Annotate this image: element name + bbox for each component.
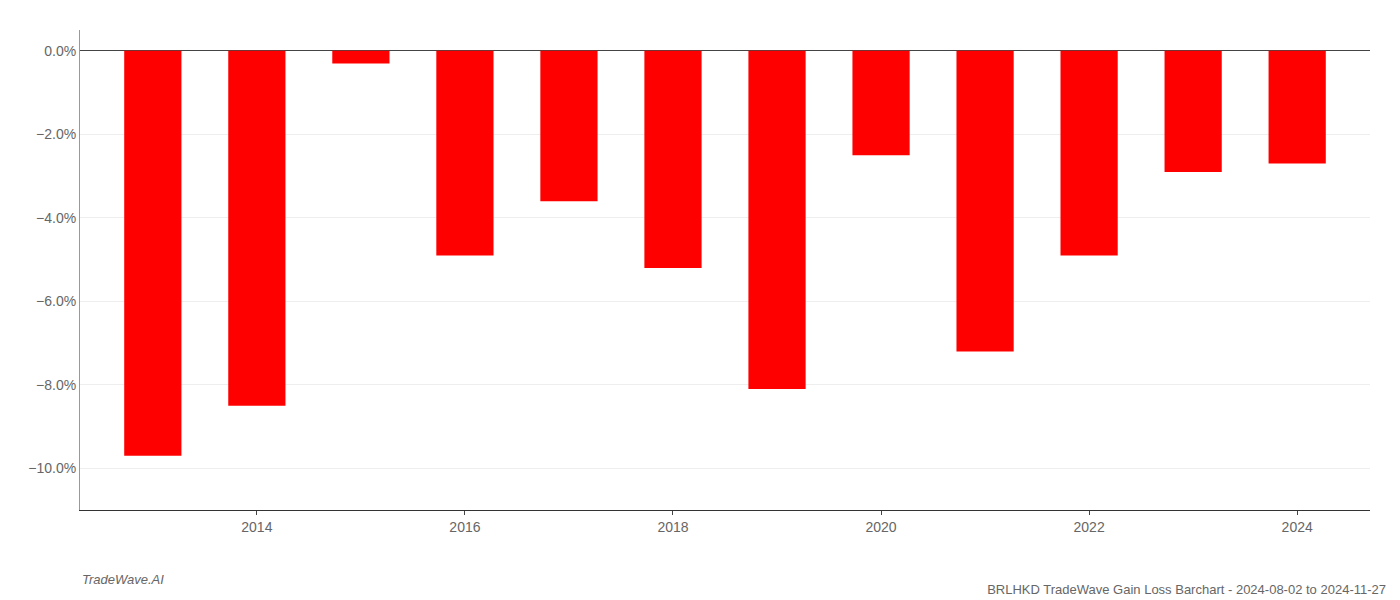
svg-text:−6.0%: −6.0% [36,293,76,309]
svg-text:TradeWave.AI: TradeWave.AI [82,572,164,587]
svg-text:−8.0%: −8.0% [36,377,76,393]
svg-text:2018: 2018 [657,519,688,535]
svg-text:2020: 2020 [865,519,896,535]
svg-text:2016: 2016 [449,519,480,535]
svg-text:−10.0%: −10.0% [28,460,76,476]
svg-text:2024: 2024 [1282,519,1313,535]
svg-text:2022: 2022 [1074,519,1105,535]
svg-text:0.0%: 0.0% [44,43,76,59]
svg-text:−2.0%: −2.0% [36,126,76,142]
svg-text:2014: 2014 [241,519,272,535]
svg-text:BRLHKD TradeWave Gain Loss Bar: BRLHKD TradeWave Gain Loss Barchart - 20… [987,582,1386,597]
svg-text:−4.0%: −4.0% [36,210,76,226]
